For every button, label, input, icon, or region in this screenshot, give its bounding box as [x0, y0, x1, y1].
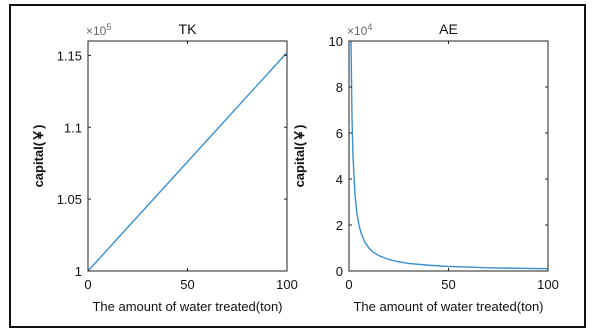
chart-1-y-multiplier: ×105 — [86, 22, 111, 38]
chart-2-y-tick-label: 10 — [329, 34, 343, 49]
chart-2-y-exponent: 4 — [367, 22, 372, 32]
chart-1-x-tick-label: 100 — [276, 277, 298, 292]
chart-1-y-tick-label: 1.15 — [57, 48, 82, 63]
chart-1-y-exponent: 5 — [106, 22, 111, 32]
chart-2-x-axis-label: The amount of water treated(ton) — [353, 299, 543, 314]
chart-1-y-tick-label: 1.05 — [57, 192, 82, 207]
chart-1-series-line — [87, 52, 288, 272]
chart-1-y-tick-label: 1 — [75, 264, 82, 279]
chart-2-x-tick-label: 100 — [537, 277, 559, 292]
chart-2-x-tick-label: 0 — [345, 277, 352, 292]
chart-1-plot-area — [87, 40, 288, 272]
chart-2-y-tick-label: 6 — [336, 126, 343, 141]
chart-1-x-tick-label: 0 — [84, 277, 91, 292]
chart-1-title: TK — [179, 21, 198, 37]
chart-2-plot-area — [348, 40, 549, 272]
chart-2-y-axis-label: capital(￥) — [292, 125, 307, 188]
chart-2-y-tick-label: 8 — [336, 80, 343, 95]
chart-2-series-line — [350, 40, 549, 270]
chart-1-y-tick-label: 1.1 — [64, 120, 82, 135]
chart-2-x-tick-label: 50 — [441, 277, 455, 292]
chart-2-title: AE — [439, 21, 458, 37]
chart-2-y-tick-label: 2 — [336, 218, 343, 233]
chart-1-y-axis-label: capital(￥) — [31, 125, 46, 188]
chart-2-y-tick-label: 4 — [336, 172, 343, 187]
chart-1-x-axis-label: The amount of water treated(ton) — [92, 299, 282, 314]
chart-1-x-tick-label: 50 — [180, 277, 194, 292]
chart-2-y-multiplier: ×104 — [347, 22, 372, 38]
chart-2-y-tick-label: 0 — [336, 264, 343, 279]
